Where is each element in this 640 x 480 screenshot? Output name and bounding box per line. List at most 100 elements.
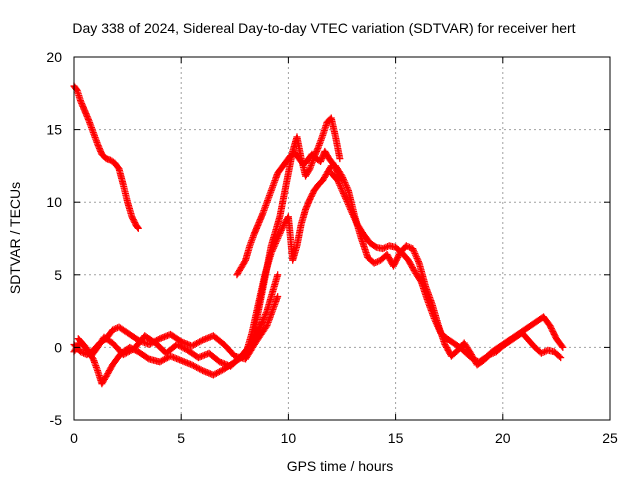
x-tick-label: 20 (495, 430, 511, 446)
data-point (343, 183, 351, 191)
data-point (193, 339, 201, 347)
data-point (382, 243, 390, 251)
data-point (340, 191, 348, 199)
data-point (372, 258, 380, 266)
data-point (241, 258, 249, 266)
data-point (277, 226, 285, 234)
data-point (262, 309, 270, 317)
data-point (173, 340, 181, 348)
data-point (194, 339, 202, 347)
data-point (337, 183, 345, 191)
x-tick-label: 25 (602, 430, 618, 446)
x-tick-label: 15 (388, 430, 404, 446)
plot-frame (73, 56, 611, 421)
data-point (181, 345, 189, 353)
data-point (274, 235, 282, 242)
data-point (189, 341, 197, 349)
data-point (414, 256, 422, 264)
data-point (341, 193, 349, 201)
data-point (555, 352, 563, 360)
data-point (274, 233, 282, 241)
series-0 (70, 82, 142, 232)
data-point (413, 254, 421, 262)
data-point (334, 178, 342, 186)
series-6 (242, 162, 335, 359)
data-point (260, 314, 268, 322)
data-point (262, 310, 270, 318)
data-point (278, 225, 286, 233)
data-point (269, 246, 277, 254)
data-point (174, 341, 182, 349)
data-point (125, 347, 133, 355)
data-point (272, 239, 280, 247)
data-point (191, 362, 199, 370)
data-point (277, 228, 285, 236)
data-point (274, 271, 282, 279)
data-point (537, 349, 545, 357)
y-tick-label: 15 (46, 122, 62, 138)
data-point (119, 351, 127, 359)
y-tick-label: 0 (54, 339, 62, 355)
data-point (127, 347, 135, 355)
data-point (274, 293, 282, 301)
data-point (334, 176, 342, 184)
data-point (336, 155, 344, 163)
data-point (489, 349, 497, 357)
data-point (145, 340, 153, 348)
data-point (268, 247, 276, 255)
data-point (342, 180, 350, 188)
x-tick-label: 10 (281, 430, 297, 446)
data-point (159, 356, 167, 364)
data-point (410, 248, 418, 256)
data-point (189, 362, 197, 370)
data-point (342, 182, 350, 190)
data-point (262, 323, 270, 331)
data-points (70, 82, 567, 388)
data-point (178, 343, 186, 351)
data-point (261, 312, 269, 320)
data-point (373, 258, 381, 266)
data-point (379, 245, 387, 253)
data-point (194, 364, 202, 372)
data-point (110, 325, 118, 333)
data-point (196, 365, 204, 373)
data-point (197, 366, 205, 374)
data-point (76, 348, 84, 356)
y-tick-label: 5 (54, 267, 62, 283)
y-axis-label: SDTVAR / TECUs (7, 182, 23, 294)
data-point (305, 166, 313, 174)
data-point (212, 369, 220, 377)
y-tick-label: -5 (50, 412, 63, 428)
series-7 (327, 169, 567, 366)
data-point (214, 368, 222, 376)
chart-title: Day 338 of 2024, Sidereal Day-to-day VTE… (72, 20, 575, 36)
axis-ticks: 0 5 10 15 20 25 -5 0 5 10 15 20 (46, 49, 618, 446)
data-point (209, 371, 217, 379)
data-point (339, 189, 347, 197)
data-point (409, 246, 417, 254)
x-tick-label: 5 (177, 430, 185, 446)
data-point (157, 357, 165, 365)
data-point (326, 163, 334, 171)
data-point (337, 184, 345, 192)
data-point (412, 251, 420, 259)
data-point (215, 368, 223, 376)
data-point (259, 317, 267, 325)
data-point (337, 171, 345, 179)
data-point (279, 222, 287, 230)
data-point (124, 348, 132, 356)
data-point (336, 181, 344, 189)
data-point (134, 223, 142, 231)
data-point (273, 236, 281, 244)
data-point (275, 231, 283, 239)
data-point (539, 348, 547, 356)
data-point (341, 179, 349, 187)
data-point (196, 338, 204, 346)
data-point (338, 172, 346, 180)
y-tick-label: 10 (46, 194, 62, 210)
data-point (109, 326, 117, 334)
data-point (380, 244, 388, 252)
data-point (557, 354, 565, 362)
series-8 (332, 162, 565, 369)
